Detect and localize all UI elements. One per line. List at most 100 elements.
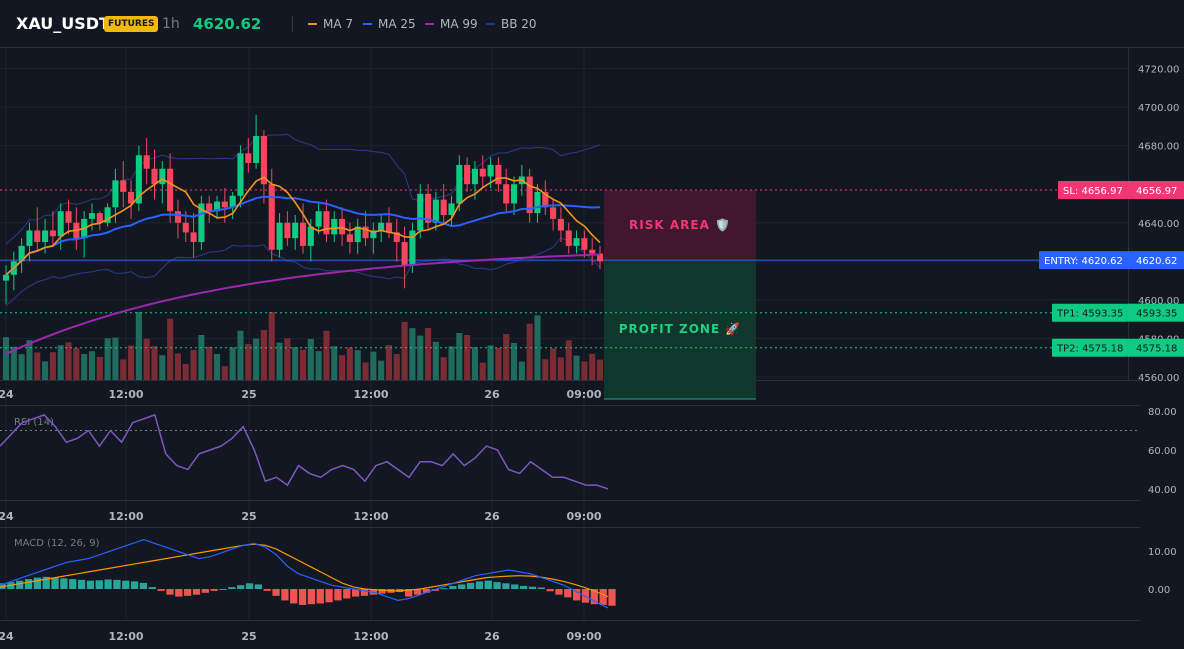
volume-bar <box>292 347 299 380</box>
macd-histogram-bar <box>51 577 59 589</box>
profit-zone[interactable] <box>604 260 756 399</box>
time-axis-tick: 12:00 <box>108 630 143 643</box>
bollinger-bands <box>5 133 601 307</box>
macd-histogram-bar <box>148 587 156 589</box>
legend-ma99[interactable]: MA 99 <box>425 0 478 48</box>
macd-histogram-bar <box>590 589 598 605</box>
candle-body <box>456 164 463 204</box>
volume-bar <box>143 338 150 380</box>
macd-histogram-bar <box>77 579 86 589</box>
legend-label: MA 99 <box>440 17 478 31</box>
volume-bar <box>565 340 572 380</box>
volume-bar <box>339 355 346 380</box>
volume-bar <box>479 362 486 380</box>
volume-bar <box>253 338 260 380</box>
symbol-title[interactable]: XAU_USDT <box>16 14 110 33</box>
macd-histogram-bar <box>546 589 554 592</box>
price-tags[interactable]: SL: 4656.97 4656.97 ENTRY: 4620.62 4620.62 T… <box>1039 181 1184 357</box>
macd-histogram-bar <box>290 589 298 604</box>
volume-bar <box>151 346 158 380</box>
macd-histogram-bar <box>360 589 369 596</box>
candle-body <box>440 199 447 216</box>
candle-body <box>596 253 604 262</box>
macd-histogram-bar <box>245 583 254 589</box>
volume-bar <box>378 360 385 380</box>
volume-bar <box>518 361 525 380</box>
candle-body <box>198 203 205 243</box>
volume-bar <box>425 328 432 380</box>
volume-bar <box>495 348 502 380</box>
top-bar: XAU_USDT FUTURES 1h 4620.62 MA 7 MA 25 M… <box>0 0 1184 48</box>
macd-histogram-bar <box>166 589 174 595</box>
volume-bar <box>534 315 541 380</box>
ma99-line <box>5 253 601 355</box>
candle-body <box>42 230 49 243</box>
time-axis-tick: 12:00 <box>353 510 388 523</box>
time-axis-tick: 12:00 <box>108 510 143 523</box>
tp2-tag <box>1052 338 1128 357</box>
macd-histogram-bar <box>219 589 227 590</box>
candle-body <box>557 218 564 231</box>
sl-axis-value: 4656.97 <box>1136 186 1177 197</box>
volume-bar <box>135 312 142 380</box>
macd-histogram-bar <box>298 589 307 605</box>
macd-histogram-bar <box>113 579 121 589</box>
candle-body <box>448 203 455 216</box>
time-axis-tick: 09:00 <box>566 388 601 401</box>
volume-bar <box>503 334 510 380</box>
time-axis-tick: 24 <box>0 388 14 401</box>
tp1-tag <box>1052 303 1128 322</box>
entry-tag <box>1039 251 1128 270</box>
risk-area[interactable] <box>604 190 756 261</box>
time-axis-tick: 09:00 <box>566 630 601 643</box>
candle-body <box>339 218 346 235</box>
volume-bar <box>550 348 557 380</box>
legend-bb20[interactable]: BB 20 <box>486 0 537 48</box>
macd-histogram-bar <box>413 589 422 595</box>
macd-histogram-bar <box>405 589 413 597</box>
time-axis-tick: 25 <box>241 388 256 401</box>
volume-bar <box>440 357 447 380</box>
macd-histogram-bar <box>449 585 457 589</box>
candle-body <box>393 232 400 243</box>
candle-body <box>354 226 361 243</box>
volume-bar <box>323 330 330 380</box>
volume-bar <box>385 345 393 380</box>
volume-bar <box>331 346 338 380</box>
volume-bar <box>354 350 361 380</box>
rsi-pane: RSI (14) 80.00 60.00 40.00 <box>0 407 1177 496</box>
candle-body <box>378 222 385 231</box>
volume-bar <box>581 361 588 380</box>
candle-body <box>104 207 111 223</box>
candle-body <box>495 164 502 185</box>
trade-zones[interactable]: RISK AREA 🛡️ PROFIT ZONE 🚀 <box>604 190 756 400</box>
macd-histogram-bar <box>228 587 236 589</box>
volume-bar <box>542 359 549 380</box>
time-axis-tick: 26 <box>484 388 500 401</box>
legend-ma25[interactable]: MA 25 <box>363 0 416 48</box>
candle-body <box>128 191 135 204</box>
macd-histogram-bar <box>210 589 218 591</box>
macd-histogram-bar <box>201 589 209 593</box>
legend-label: MA 25 <box>378 17 416 31</box>
volume-bar <box>42 361 49 380</box>
futures-badge: FUTURES <box>104 16 159 32</box>
macd-histogram-bar <box>24 579 33 589</box>
macd-line <box>0 538 609 609</box>
timeframe-label[interactable]: 1h <box>162 16 180 32</box>
entry-axis-value: 4620.62 <box>1136 256 1177 267</box>
macd-histogram-bar <box>475 581 484 589</box>
volume-bar <box>81 354 88 380</box>
rsi-axis-tick: 60.00 <box>1148 446 1177 457</box>
bb-upper-line <box>5 133 601 245</box>
volume-bar <box>464 335 471 380</box>
price-axis-tick: 4560.00 <box>1138 373 1179 384</box>
candle-body <box>182 222 189 233</box>
legend-ma7[interactable]: MA 7 <box>308 0 353 48</box>
volume-bar <box>88 351 96 380</box>
candle-body <box>213 201 221 212</box>
candle-body <box>526 176 533 214</box>
volume-bar <box>190 350 197 380</box>
entry-tag-label: ENTRY: 4620.62 <box>1044 256 1123 267</box>
